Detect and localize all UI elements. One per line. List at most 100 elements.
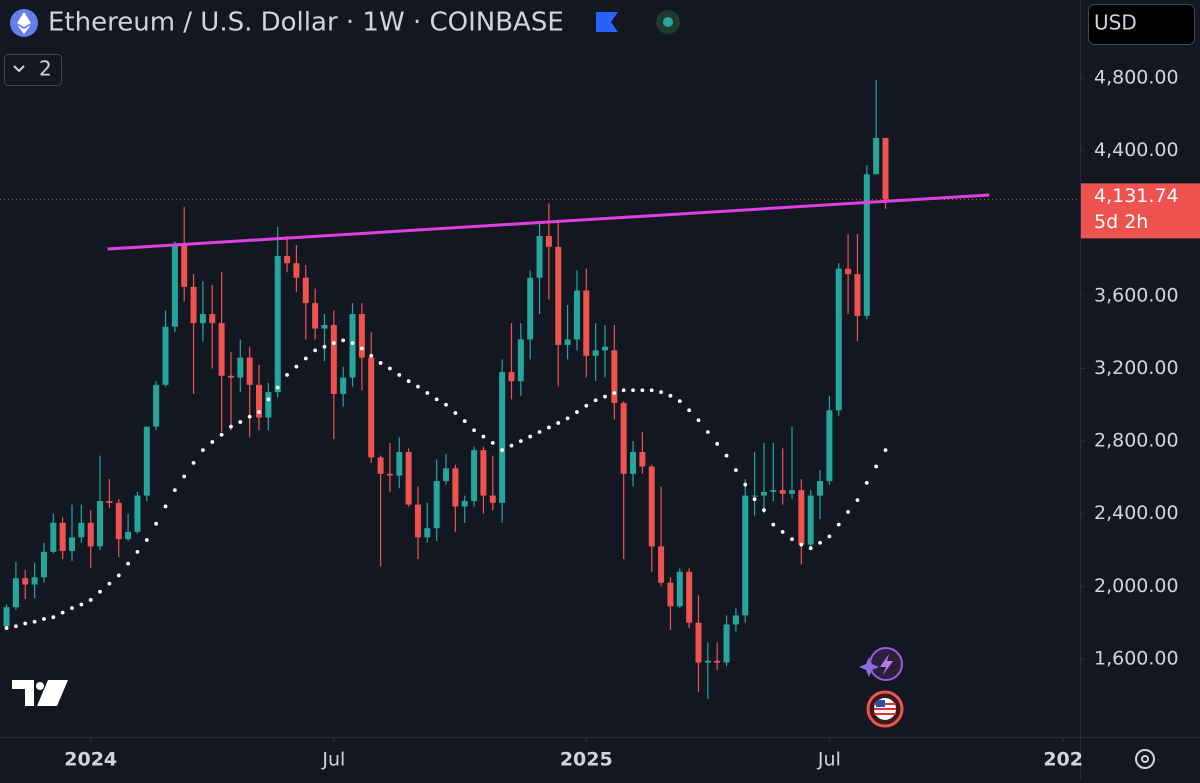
candle-body xyxy=(667,582,674,607)
candle-body xyxy=(433,481,440,529)
candle-body xyxy=(517,339,524,382)
candle-body xyxy=(321,324,328,329)
candle-body xyxy=(302,277,309,304)
candle-body xyxy=(461,501,468,507)
indicator-toggle[interactable] xyxy=(4,54,62,86)
candle-body xyxy=(826,410,833,482)
candle-body xyxy=(377,457,384,474)
y-tick-label: 3,600.00 xyxy=(1094,284,1179,306)
candle-body xyxy=(97,501,104,547)
candle-body xyxy=(882,137,889,200)
candle-body xyxy=(471,450,478,502)
candle-body xyxy=(770,490,777,492)
ma-dot xyxy=(285,372,289,377)
ma-dot xyxy=(70,606,74,611)
candle-body xyxy=(751,495,758,497)
ma-dot xyxy=(378,361,383,365)
flag-icon[interactable] xyxy=(596,12,618,32)
currency-button[interactable] xyxy=(1088,4,1195,45)
countdown-label: 5d 2h xyxy=(1094,211,1148,233)
ma-dot xyxy=(518,439,523,444)
ma-dot xyxy=(191,460,196,465)
candle-body xyxy=(227,375,234,378)
candle-body xyxy=(592,350,599,356)
y-tick-label: 3,200.00 xyxy=(1094,357,1179,379)
candle-body xyxy=(695,622,702,663)
ma-dot xyxy=(359,346,364,351)
ma-dot xyxy=(537,430,542,434)
ma-dot xyxy=(500,448,505,453)
candle-body xyxy=(40,551,47,578)
candle-body xyxy=(807,495,814,545)
status-dot xyxy=(663,17,673,27)
candle-body xyxy=(573,290,580,340)
candle-body xyxy=(181,245,188,287)
candle-body xyxy=(78,522,85,538)
ma-dot xyxy=(874,464,879,469)
ma-dot xyxy=(790,537,794,542)
ma-dot xyxy=(107,581,112,586)
settings-icon[interactable] xyxy=(1135,749,1155,769)
ma-dot xyxy=(715,441,720,446)
ma-dot xyxy=(406,379,411,384)
candle-body xyxy=(59,522,66,551)
ma-dot xyxy=(98,589,102,594)
candle-body xyxy=(620,402,627,474)
plot-area xyxy=(0,79,1080,699)
ma-dot xyxy=(593,398,598,403)
candle-body xyxy=(676,571,683,607)
ma-dot xyxy=(481,434,486,439)
candle-body xyxy=(601,346,608,351)
candle-body xyxy=(69,537,75,551)
ma-dot xyxy=(13,624,18,629)
candle-body xyxy=(564,339,571,345)
candle-body xyxy=(424,528,431,538)
ma-dot xyxy=(416,384,420,389)
ma-dot xyxy=(303,356,308,361)
ma-dot xyxy=(350,341,355,345)
candle-body xyxy=(639,452,646,467)
candle-body xyxy=(265,392,272,418)
ma-dot xyxy=(266,397,271,402)
ma-dot xyxy=(163,504,168,509)
ma-dot xyxy=(462,419,467,424)
currency: USD xyxy=(1094,11,1137,35)
ma-dot xyxy=(677,399,682,404)
candle-body xyxy=(237,357,244,378)
candle-body xyxy=(190,286,197,324)
candle-body xyxy=(246,357,253,385)
ma-dot xyxy=(23,621,28,626)
ma-dot xyxy=(313,348,318,353)
ma-dot xyxy=(705,430,710,434)
ma-dot xyxy=(247,414,252,419)
candle-body xyxy=(106,501,113,503)
ma-dot xyxy=(257,410,261,414)
candle-body xyxy=(218,323,225,376)
ma-dot xyxy=(603,394,607,399)
candle-body xyxy=(555,246,562,345)
ma-dot xyxy=(780,529,785,534)
candle-body xyxy=(732,615,739,625)
candle-body xyxy=(835,268,842,411)
y-tick-label: 2,400.00 xyxy=(1094,502,1179,524)
ma-dot xyxy=(762,508,766,512)
x-tick-label: Jul xyxy=(321,749,345,771)
candle-body xyxy=(508,372,515,382)
ma-dot xyxy=(752,497,757,502)
candle-body xyxy=(358,314,365,358)
ma-dot xyxy=(275,385,280,390)
ma-dot xyxy=(294,364,299,369)
ma-dot xyxy=(668,393,673,398)
ma-dot xyxy=(584,403,589,408)
y-tick-label: 4,800.00 xyxy=(1094,67,1179,89)
candle-body xyxy=(798,490,805,545)
candle-body xyxy=(648,466,655,547)
ma-dot xyxy=(331,341,336,345)
candle-body xyxy=(87,522,94,547)
candle-body xyxy=(162,326,169,385)
ma-dot xyxy=(808,546,813,551)
candle-body xyxy=(340,377,347,394)
y-tick-label: 4,400.00 xyxy=(1094,139,1179,161)
